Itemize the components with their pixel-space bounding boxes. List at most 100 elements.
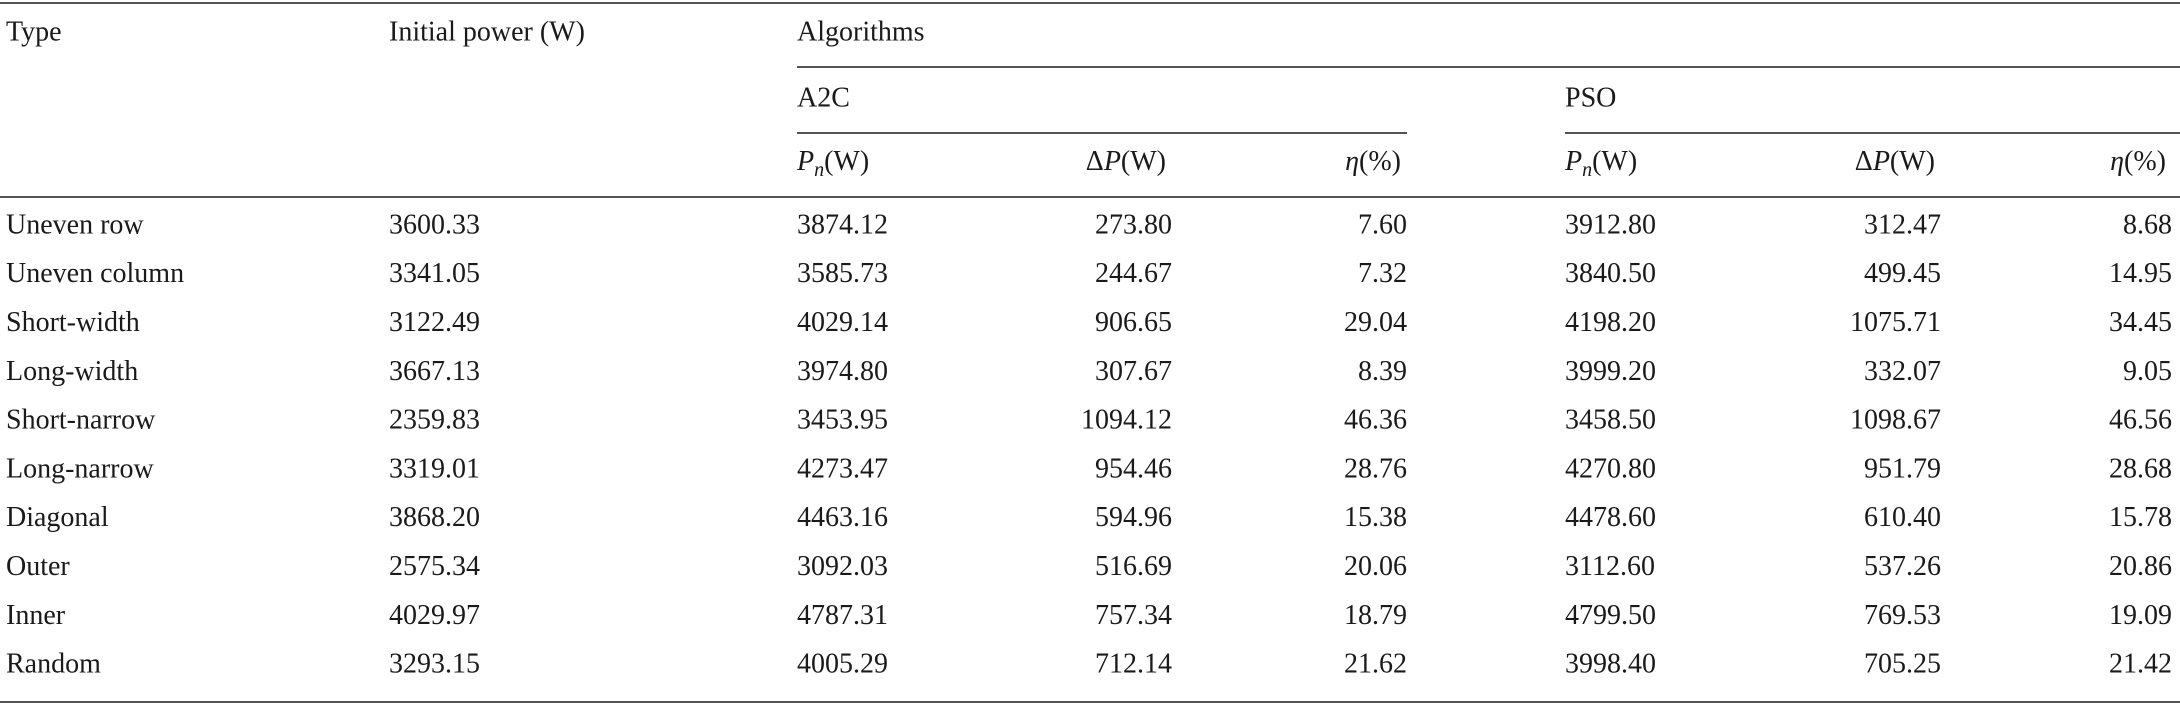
cell-value: 9.05 (2123, 356, 2172, 387)
row-label: Uneven column (6, 258, 184, 289)
header-sub-column: ΔP(W) (1855, 146, 1935, 177)
cell-value: 28.68 (2109, 453, 2172, 484)
row-label: Long-narrow (6, 453, 155, 484)
cell-value: 332.07 (1864, 356, 1941, 387)
cell-value: 312.47 (1864, 209, 1941, 240)
header-prefix: Δ (1086, 146, 1104, 177)
cell-value: 4478.60 (1565, 502, 1656, 533)
header-unit: (W) (1890, 146, 1935, 177)
cell-value: 4198.20 (1565, 307, 1656, 338)
header-sub-column: η(%) (2110, 146, 2166, 177)
cell-value: 3868.20 (389, 502, 480, 533)
cell-value: 4005.29 (797, 649, 888, 680)
header-subscript: n (814, 159, 824, 181)
cell-value: 4029.14 (797, 307, 888, 338)
header-group: A2C (797, 82, 850, 113)
cell-value: 3458.50 (1565, 405, 1656, 436)
cell-value: 3319.01 (389, 453, 480, 484)
header-symbol: P (796, 146, 814, 177)
cell-value: 3092.03 (797, 551, 888, 582)
row-label: Outer (6, 551, 70, 582)
cell-value: 3585.73 (797, 258, 888, 289)
cell-value: 4270.80 (1565, 453, 1656, 484)
cell-value: 954.46 (1095, 453, 1172, 484)
header-symbol: P (1564, 146, 1582, 177)
cell-value: 273.80 (1095, 209, 1172, 240)
header-symbol: η (2110, 146, 2124, 177)
cell-value: 610.40 (1864, 502, 1941, 533)
cell-value: 307.67 (1095, 356, 1172, 387)
cell-value: 7.32 (1358, 258, 1407, 289)
cell-value: 34.45 (2109, 307, 2172, 338)
cell-value: 4273.47 (797, 453, 888, 484)
header-unit: (%) (2124, 146, 2166, 177)
cell-value: 15.78 (2109, 502, 2172, 533)
cell-value: 3600.33 (389, 209, 480, 240)
row-label: Inner (6, 600, 66, 631)
row-label: Long-width (6, 356, 138, 387)
row-label: Short-width (6, 307, 140, 338)
header-initial-power: Initial power (W) (389, 16, 585, 47)
cell-value: 499.45 (1864, 258, 1941, 289)
cell-value: 3840.50 (1565, 258, 1656, 289)
cell-value: 3112.60 (1565, 551, 1655, 582)
cell-value: 1075.71 (1850, 307, 1941, 338)
header-sub-column: Pn(W) (1564, 146, 1637, 180)
cell-value: 28.76 (1344, 453, 1407, 484)
row-label: Uneven row (6, 209, 144, 240)
header-symbol: P (1103, 146, 1121, 177)
cell-value: 2575.34 (389, 551, 480, 582)
header-sub-column: ΔP(W) (1086, 146, 1166, 177)
cell-value: 20.86 (2109, 551, 2172, 582)
header-symbol: P (1872, 146, 1890, 177)
cell-value: 4787.31 (797, 600, 888, 631)
row-label: Random (6, 649, 101, 680)
cell-value: 8.68 (2123, 209, 2172, 240)
cell-value: 516.69 (1095, 551, 1172, 582)
cell-value: 4463.16 (797, 502, 888, 533)
header-unit: (%) (1359, 146, 1401, 177)
header-group: PSO (1565, 82, 1616, 113)
cell-value: 1094.12 (1081, 405, 1172, 436)
header-unit: (W) (824, 146, 869, 177)
cell-value: 705.25 (1864, 649, 1941, 680)
cell-value: 29.04 (1344, 307, 1407, 338)
header-unit: (W) (1592, 146, 1637, 177)
cell-value: 3122.49 (389, 307, 480, 338)
header-algorithms: Algorithms (797, 16, 925, 47)
cell-value: 7.60 (1358, 209, 1407, 240)
cell-value: 3341.05 (389, 258, 480, 289)
cell-value: 46.56 (2109, 405, 2172, 436)
row-label: Short-narrow (6, 405, 156, 436)
header-sub-column: η(%) (1345, 146, 1401, 177)
cell-value: 537.26 (1864, 551, 1941, 582)
cell-value: 2359.83 (389, 405, 480, 436)
cell-value: 46.36 (1344, 405, 1407, 436)
cell-value: 244.67 (1095, 258, 1172, 289)
cell-value: 4029.97 (389, 600, 480, 631)
header-subscript: n (1582, 159, 1592, 181)
cell-value: 906.65 (1095, 307, 1172, 338)
cell-value: 1098.67 (1850, 405, 1941, 436)
cell-value: 3453.95 (797, 405, 888, 436)
header-sub-column: Pn(W) (796, 146, 869, 180)
cell-value: 20.06 (1344, 551, 1407, 582)
cell-value: 14.95 (2109, 258, 2172, 289)
cell-value: 4799.50 (1565, 600, 1656, 631)
cell-value: 769.53 (1864, 600, 1941, 631)
header-prefix: Δ (1855, 146, 1873, 177)
row-label: Diagonal (6, 502, 109, 533)
header-type: Type (6, 16, 62, 47)
cell-value: 8.39 (1358, 356, 1407, 387)
cell-value: 3912.80 (1565, 209, 1656, 240)
header-symbol: η (1345, 146, 1359, 177)
cell-value: 18.79 (1344, 600, 1407, 631)
cell-value: 3293.15 (389, 649, 480, 680)
cell-value: 3999.20 (1565, 356, 1656, 387)
header-unit: (W) (1121, 146, 1166, 177)
cell-value: 3974.80 (797, 356, 888, 387)
cell-value: 21.62 (1344, 649, 1407, 680)
cell-value: 594.96 (1095, 502, 1172, 533)
cell-value: 15.38 (1344, 502, 1407, 533)
